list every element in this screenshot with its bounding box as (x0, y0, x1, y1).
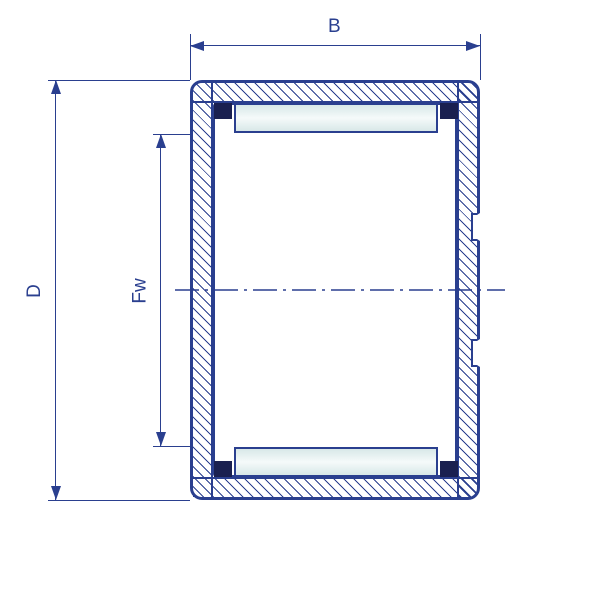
groove-2 (471, 339, 480, 367)
hatch-top (193, 83, 477, 103)
ext-line-b-right (480, 34, 481, 80)
centerline (175, 285, 505, 295)
dim-label-d: D (24, 284, 46, 298)
roller-top (234, 103, 438, 133)
roller-bottom (234, 447, 438, 477)
dim-line-d (55, 80, 56, 500)
cage-top-right (440, 103, 458, 119)
dim-label-fw: Fw (130, 278, 152, 303)
dim-arrow-b-left (190, 41, 204, 51)
cage-bot-left (214, 461, 232, 477)
dim-arrow-fw-down (156, 432, 166, 446)
hatch-bottom (193, 477, 477, 497)
dim-line-b (190, 45, 480, 46)
dim-line-fw (160, 134, 161, 446)
diagram-canvas: B D Fw (0, 0, 600, 600)
cage-top-left (214, 103, 232, 119)
groove-1 (471, 213, 480, 241)
dim-arrow-fw-up (156, 134, 166, 148)
ext-line-d-top (48, 80, 190, 81)
dim-label-b: B (328, 16, 341, 38)
dim-arrow-d-down (51, 486, 61, 500)
dim-arrow-b-right (466, 41, 480, 51)
cage-bot-right (440, 461, 458, 477)
dim-arrow-d-up (51, 80, 61, 94)
ext-line-d-bot (48, 500, 190, 501)
